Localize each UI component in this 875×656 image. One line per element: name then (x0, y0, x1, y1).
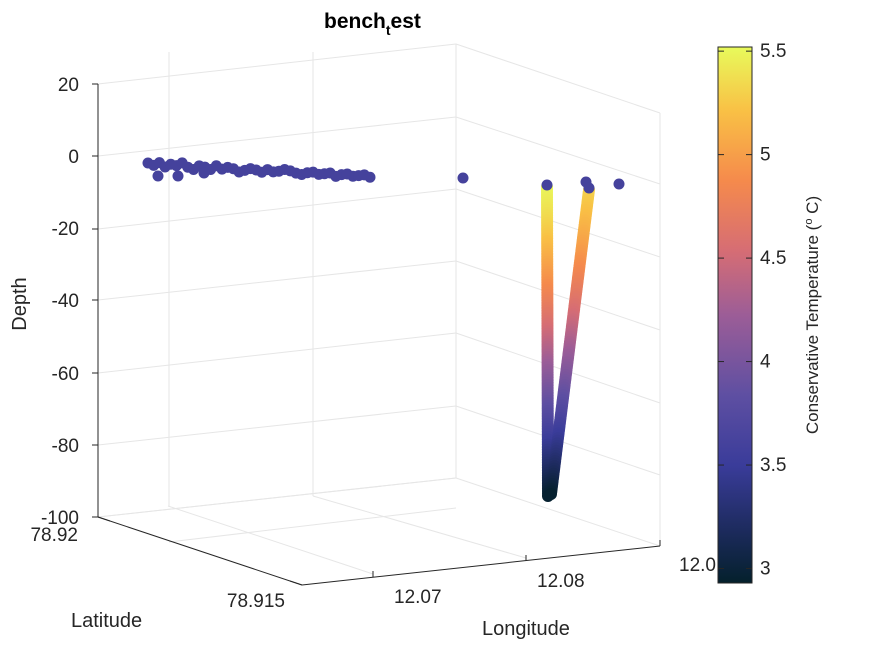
z-tick-label: -40 (52, 291, 79, 312)
lat-tick-label: 78.915 (227, 591, 285, 612)
surface-point (198, 167, 210, 179)
z-ticks: 20 0 -20 -40 -60 -80 -100 (41, 75, 98, 529)
surface-point (613, 178, 625, 190)
lat-tick-label: 78.92 (30, 525, 78, 546)
colorbar-tick-label: 5 (760, 145, 771, 166)
title-main: bench (324, 10, 386, 33)
title-subscript: t (386, 22, 391, 38)
colorbar-label-end: C) (803, 196, 822, 219)
chart-title: benchtest (324, 10, 421, 38)
profile-top-point (541, 179, 553, 191)
colorbar-tick-label: 3.5 (760, 455, 786, 476)
lon-ticks: 12.07 12.08 12.0 (372, 540, 716, 608)
z-tick-label: -20 (52, 219, 79, 240)
surface-point (152, 170, 164, 182)
lat-ticks: 78.92 78.915 (30, 516, 303, 612)
colorbar-label-main: Conservative Temperature ( (803, 224, 822, 434)
z-tick-label: 20 (58, 75, 79, 96)
z-tick-label: -100 (41, 508, 79, 529)
surface-point (457, 172, 469, 184)
y-axis-label: Latitude (71, 610, 142, 632)
lon-tick-label: 12.07 (394, 587, 442, 608)
colorbar-gradient (717, 46, 753, 584)
z-tick-label: -60 (52, 364, 79, 385)
scatter-points (142, 157, 625, 502)
lon-tick-label: 12.0 (679, 555, 716, 576)
z-axis-label: Depth (9, 277, 31, 330)
colorbar: 3 3.5 4 4.5 5 5.5 Conservative Temperature (o… (717, 41, 822, 584)
colorbar-tick-label: 4 (760, 352, 771, 373)
colorbar-tick-label: 3 (760, 559, 771, 580)
colorbar-label: Conservative Temperature (o C) (803, 196, 822, 434)
colorbar-tick-label: 5.5 (760, 41, 786, 62)
surface-point (364, 171, 376, 183)
colorbar-ticks: 3 3.5 4 4.5 5 5.5 (718, 41, 786, 580)
colorbar-tick-label: 4.5 (760, 248, 786, 269)
x-axis-label: Longitude (482, 618, 570, 640)
lon-tick-label: 12.08 (537, 571, 585, 592)
title-rest: est (391, 10, 421, 33)
z-tick-label: -80 (52, 436, 79, 457)
grid-lines (97, 43, 661, 575)
surface-point (172, 170, 184, 182)
colorbar-label-sup: o (803, 219, 815, 225)
z-tick-label: 0 (68, 147, 79, 168)
profile-point (545, 488, 557, 500)
profile-top-point (583, 182, 595, 194)
